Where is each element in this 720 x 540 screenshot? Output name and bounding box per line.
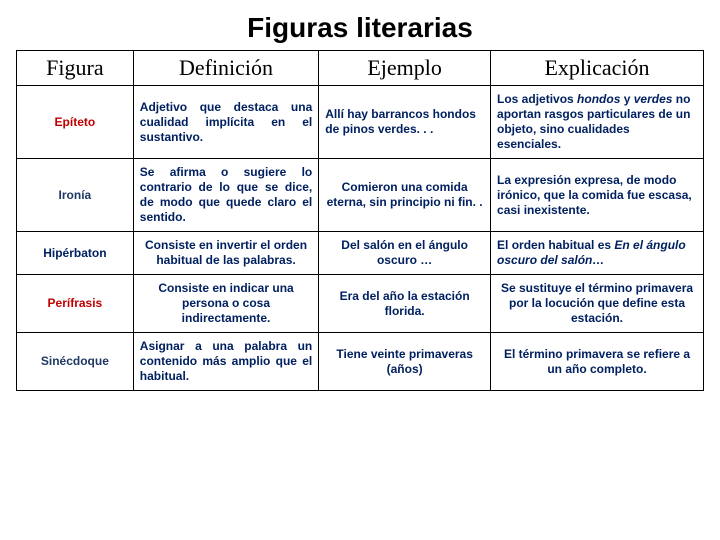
- figuras-table: Figura Definición Ejemplo Explicación Ep…: [16, 50, 704, 391]
- col-header-ejemplo: Ejemplo: [319, 51, 491, 86]
- ejemplo-cell: Del salón en el ángulo oscuro …: [319, 232, 491, 275]
- table-row: Sinécdoque Asignar a una palabra un cont…: [17, 333, 704, 391]
- definicion-cell: Consiste en invertir el orden habitual d…: [133, 232, 318, 275]
- explicacion-cell: La expresión expresa, de modo irónico, q…: [491, 159, 704, 232]
- ejemplo-cell: Comieron una comida eterna, sin principi…: [319, 159, 491, 232]
- explicacion-cell: El orden habitual es En el ángulo oscuro…: [491, 232, 704, 275]
- explicacion-cell: El término primavera se refiere a un año…: [491, 333, 704, 391]
- definicion-cell: Adjetivo que destaca una cualidad implíc…: [133, 86, 318, 159]
- ejemplo-cell: Tiene veinte primaveras (años): [319, 333, 491, 391]
- definicion-cell: Asignar a una palabra un contenido más a…: [133, 333, 318, 391]
- figura-cell: Perífrasis: [17, 275, 134, 333]
- explicacion-cell: Se sustituye el término primavera por la…: [491, 275, 704, 333]
- col-header-definicion: Definición: [133, 51, 318, 86]
- figura-cell: Epíteto: [17, 86, 134, 159]
- page-title: Figuras literarias: [16, 12, 704, 44]
- explicacion-cell: Los adjetivos hondos y verdes no aportan…: [491, 86, 704, 159]
- figura-cell: Hipérbaton: [17, 232, 134, 275]
- table-row: Epíteto Adjetivo que destaca una cualida…: [17, 86, 704, 159]
- table-row: Perífrasis Consiste en indicar una perso…: [17, 275, 704, 333]
- figura-cell: Ironía: [17, 159, 134, 232]
- ejemplo-cell: Allí hay barrancos hondos de pinos verde…: [319, 86, 491, 159]
- col-header-figura: Figura: [17, 51, 134, 86]
- ejemplo-cell: Era del año la estación florida.: [319, 275, 491, 333]
- table-row: Ironía Se afirma o sugiere lo contrario …: [17, 159, 704, 232]
- col-header-explicacion: Explicación: [491, 51, 704, 86]
- definicion-cell: Se afirma o sugiere lo contrario de lo q…: [133, 159, 318, 232]
- definicion-cell: Consiste en indicar una persona o cosa i…: [133, 275, 318, 333]
- table-header-row: Figura Definición Ejemplo Explicación: [17, 51, 704, 86]
- figura-cell: Sinécdoque: [17, 333, 134, 391]
- table-row: Hipérbaton Consiste en invertir el orden…: [17, 232, 704, 275]
